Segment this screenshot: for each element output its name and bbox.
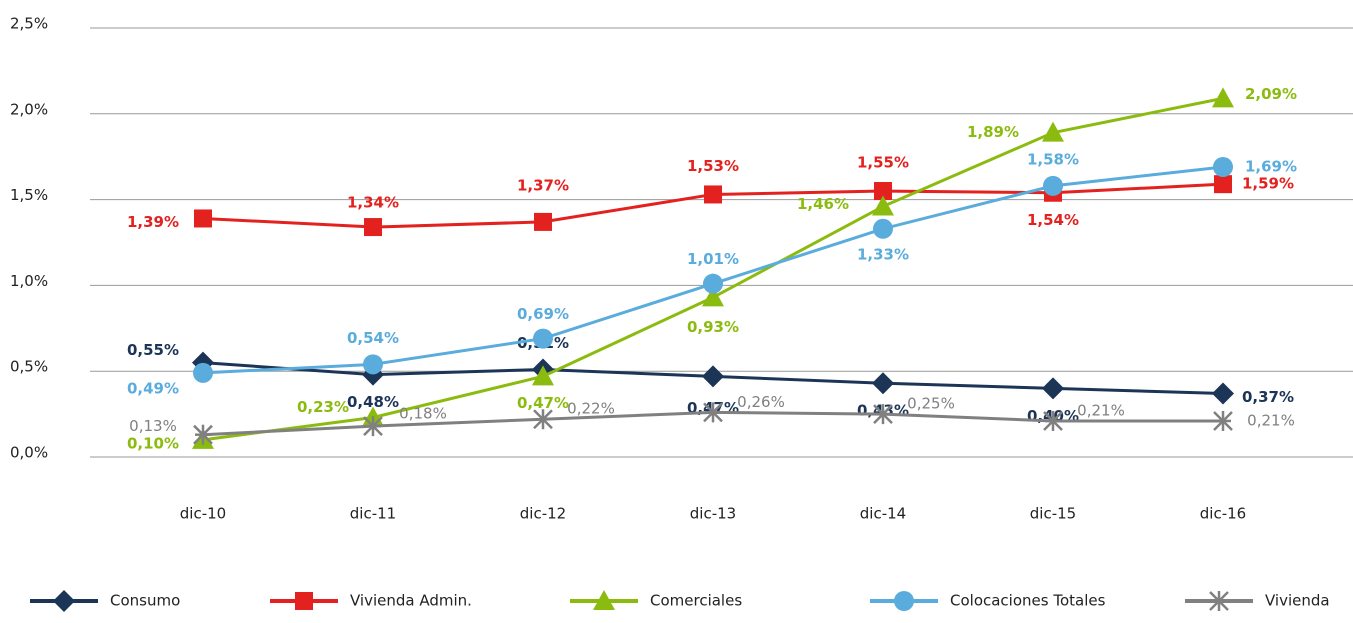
- data-label: 0,21%: [1247, 411, 1295, 429]
- data-label: 0,18%: [399, 405, 447, 423]
- data-point: [702, 286, 724, 307]
- data-point: [193, 362, 213, 383]
- data-point: [1042, 121, 1064, 142]
- legend-label: Vivienda Admin.: [350, 592, 472, 610]
- data-point: [1213, 156, 1233, 177]
- data-point: [874, 182, 892, 201]
- data-point: [534, 212, 552, 231]
- data-label: 0,23%: [297, 398, 349, 416]
- data-label: 0,21%: [1077, 401, 1125, 419]
- data-label: 1,59%: [1242, 175, 1294, 193]
- data-label: 0,49%: [127, 379, 179, 397]
- data-point: [363, 354, 383, 375]
- legend-label: Vivienda: [1265, 592, 1330, 610]
- data-point: [872, 372, 894, 395]
- x-tick-label: dic-15: [1030, 505, 1076, 523]
- data-label: 0,48%: [347, 393, 399, 411]
- data-point: [363, 416, 383, 437]
- data-point: [702, 365, 724, 388]
- data-label: 1,53%: [687, 157, 739, 175]
- legend-marker: [295, 592, 313, 610]
- y-tick-label: 1,5%: [10, 186, 48, 204]
- legend-marker: [1209, 591, 1229, 611]
- data-label: 0,26%: [737, 393, 785, 411]
- data-point: [533, 328, 553, 349]
- y-tick-label: 1,0%: [10, 272, 48, 290]
- data-label: 1,58%: [1027, 150, 1079, 168]
- x-tick-label: dic-16: [1200, 505, 1246, 523]
- legend-label: Comerciales: [650, 592, 742, 610]
- data-point: [1212, 382, 1234, 405]
- data-label: 1,69%: [1245, 157, 1297, 175]
- data-label: 1,33%: [857, 245, 909, 263]
- x-tick-label: dic-11: [350, 505, 396, 523]
- data-point: [1043, 175, 1063, 196]
- legend-marker: [894, 591, 914, 611]
- data-label: 0,37%: [1242, 388, 1294, 406]
- legend-marker: [53, 590, 75, 612]
- data-label: 0,25%: [907, 395, 955, 413]
- data-point: [703, 402, 723, 423]
- data-point: [364, 218, 382, 237]
- data-label: 1,34%: [347, 194, 399, 212]
- x-tick-label: dic-14: [860, 505, 906, 523]
- x-tick-label: dic-13: [690, 505, 736, 523]
- data-point: [873, 404, 893, 425]
- data-label: 0,69%: [517, 305, 569, 323]
- data-point: [704, 185, 722, 204]
- data-point: [533, 409, 553, 430]
- data-point: [1043, 410, 1063, 431]
- data-point: [703, 273, 723, 294]
- data-label: 0,47%: [517, 394, 569, 412]
- data-label: 2,09%: [1245, 85, 1297, 103]
- data-label: 0,22%: [567, 400, 615, 418]
- data-label: 1,39%: [127, 213, 179, 231]
- x-tick-label: dic-12: [520, 505, 566, 523]
- data-label: 0,55%: [127, 341, 179, 359]
- x-tick-label: dic-10: [180, 505, 226, 523]
- data-label: 1,89%: [967, 123, 1019, 141]
- data-label: 1,54%: [1027, 211, 1079, 229]
- data-label: 1,37%: [517, 176, 569, 194]
- data-label: 0,93%: [687, 318, 739, 336]
- data-point: [1212, 87, 1234, 108]
- data-label: 1,55%: [857, 154, 909, 172]
- y-tick-label: 2,0%: [10, 100, 48, 118]
- data-label: 0,54%: [347, 329, 399, 347]
- data-label: 0,10%: [127, 434, 179, 452]
- data-label: 1,01%: [687, 250, 739, 268]
- y-tick-label: 0,0%: [10, 444, 48, 462]
- data-point: [532, 365, 554, 386]
- data-point: [193, 424, 213, 445]
- data-point: [194, 209, 212, 228]
- legend-marker: [593, 590, 615, 610]
- data-point: [1214, 175, 1232, 194]
- data-point: [872, 195, 894, 216]
- y-tick-label: 2,5%: [10, 15, 48, 33]
- data-point: [873, 218, 893, 239]
- legend-label: Colocaciones Totales: [950, 592, 1106, 610]
- y-tick-label: 0,5%: [10, 358, 48, 376]
- data-label: 0,13%: [129, 417, 177, 435]
- legend-label: Consumo: [110, 592, 180, 610]
- data-label: 1,46%: [797, 195, 849, 213]
- data-point: [1042, 377, 1064, 400]
- data-point: [1213, 410, 1233, 431]
